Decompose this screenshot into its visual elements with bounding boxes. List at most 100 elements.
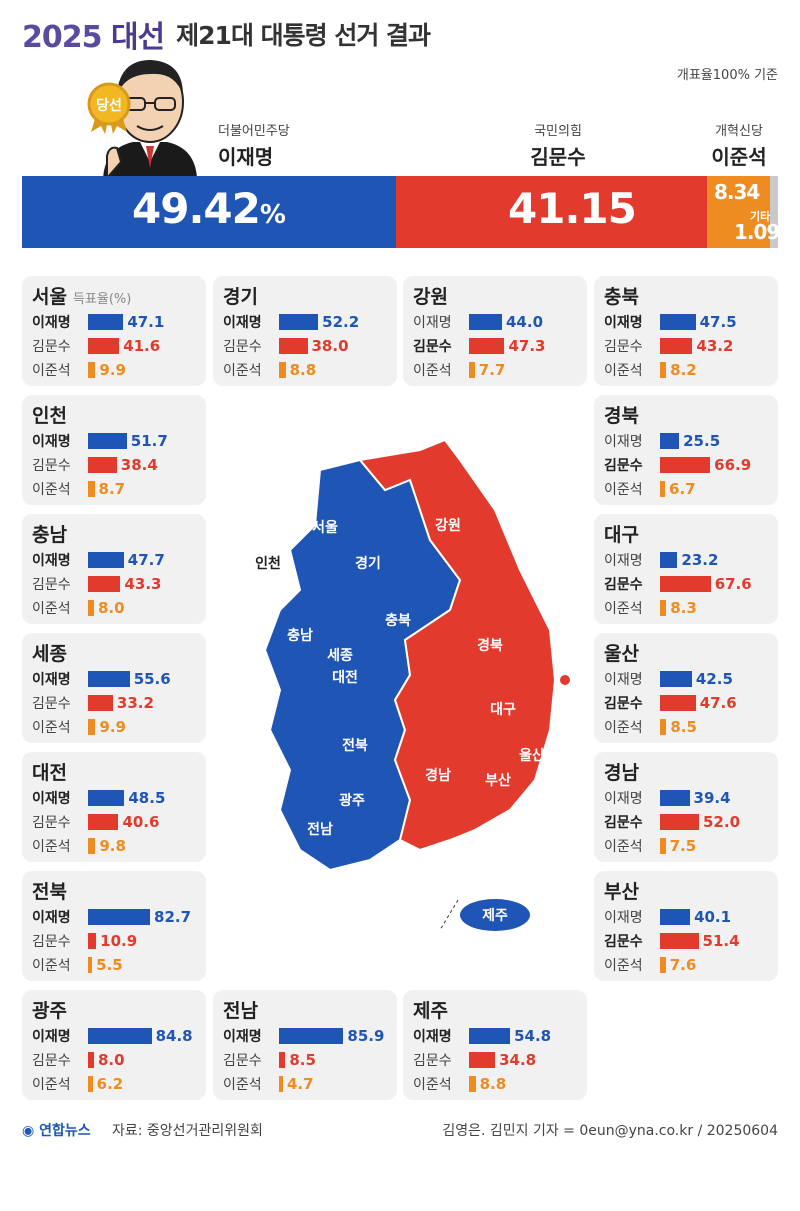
- region-name: 강원: [413, 286, 448, 308]
- region-row: 김문수 34.8: [413, 1048, 577, 1072]
- region-bar: [660, 481, 666, 497]
- candidate-label: 이준석: [604, 601, 643, 617]
- region-value: 8.3: [670, 599, 697, 617]
- region-name: 부산: [604, 881, 639, 903]
- candidate-label: 이재명: [604, 672, 643, 688]
- brand-word: 대선: [110, 20, 165, 55]
- brand-logo: 2025 대선: [22, 12, 165, 56]
- region-name: 경기: [223, 286, 258, 308]
- brand-year: 2025: [22, 20, 102, 55]
- national-label-kim: 41.15: [508, 184, 637, 233]
- candidate-label: 이준석: [32, 363, 71, 379]
- region-value: 51.4: [702, 932, 740, 950]
- region-bar: [469, 338, 505, 354]
- region-bar: [660, 362, 667, 378]
- region-row: 이준석 9.8: [32, 834, 196, 858]
- region-card: 부산 이재명 40.1 김문수 51.4 이준석 7.6: [594, 871, 778, 981]
- region-name: 경북: [604, 405, 639, 427]
- region-value: 8.0: [98, 599, 125, 617]
- candidate-label: 이재명: [604, 910, 643, 926]
- region-bar: [660, 909, 691, 925]
- region-row: 김문수 10.9: [32, 929, 196, 953]
- region-bar: [660, 695, 696, 711]
- region-bar: [660, 933, 699, 949]
- candidate-label: 김문수: [32, 696, 71, 712]
- candidate-label: 이재명: [32, 672, 71, 688]
- region-value: 66.9: [714, 456, 752, 474]
- region-bar: [88, 838, 96, 854]
- region-value: 10.9: [100, 932, 138, 950]
- winner-badge-icon: [87, 82, 131, 134]
- region-value: 47.3: [508, 337, 546, 355]
- candidate-label: 김문수: [604, 696, 643, 712]
- candidate-label: 김문수: [32, 934, 71, 950]
- map-red-region: [358, 438, 557, 852]
- region-bar: [88, 338, 120, 354]
- national-label-lee: 49.42%: [132, 184, 286, 233]
- region-value: 8.5: [289, 1051, 316, 1069]
- region-bar: [660, 719, 667, 735]
- region-card: 강원 이재명 44.0 김문수 47.3 이준석 7.7: [403, 276, 587, 386]
- region-row: 김문수 8.0: [32, 1048, 196, 1072]
- region-bar: [279, 1052, 286, 1068]
- region-value: 38.4: [120, 456, 158, 474]
- map-jeju: [460, 899, 530, 931]
- region-value: 85.9: [347, 1027, 385, 1045]
- region-card: 충남 이재명 47.7 김문수 43.3 이준석 8.0: [22, 514, 206, 624]
- candidate-party: 개혁신당: [715, 124, 763, 139]
- region-value: 47.1: [127, 313, 165, 331]
- footer-logo: ◉ 연합뉴스: [22, 1120, 91, 1140]
- candidate-label: 이준석: [223, 1077, 262, 1093]
- map-label: 대전: [332, 669, 358, 686]
- candidate-label: 김문수: [32, 577, 71, 593]
- candidate-label: 이재명: [32, 434, 71, 450]
- region-bar: [88, 957, 93, 973]
- region-row: 이준석 8.8: [223, 358, 387, 382]
- region-name: 인천: [32, 405, 67, 427]
- region-value: 5.5: [96, 956, 123, 974]
- candidate-label: 이재명: [32, 791, 71, 807]
- region-row: 이재명 82.7: [32, 905, 196, 929]
- region-bar: [660, 957, 666, 973]
- region-row: 이준석 8.3: [604, 596, 768, 620]
- region-name: 대구: [604, 524, 639, 546]
- region-name: 서울 득표율(%): [32, 286, 132, 308]
- region-row: 이준석 7.7: [413, 358, 577, 382]
- region-bar: [660, 600, 667, 616]
- candidate-label: 이준석: [32, 958, 71, 974]
- page-title: 제21대 대통령 선거 결과: [176, 21, 431, 50]
- candidate-label: 김문수: [32, 339, 71, 355]
- region-value: 8.5: [670, 718, 697, 736]
- candidate-label: 이재명: [32, 1029, 71, 1045]
- candidate-label: 이재명: [413, 1029, 452, 1045]
- region-value: 48.5: [128, 789, 166, 807]
- candidate-lee-js: 개혁신당 이준석: [700, 120, 778, 170]
- region-row: 이재명 23.2: [604, 548, 768, 572]
- candidate-label: 김문수: [604, 577, 643, 593]
- region-bar: [660, 790, 690, 806]
- region-value: 8.8: [479, 1075, 507, 1093]
- region-row: 김문수 8.5: [223, 1048, 387, 1072]
- region-row: 이재명 54.8: [413, 1024, 577, 1048]
- region-bar: [88, 933, 97, 949]
- region-row: 이재명 40.1: [604, 905, 768, 929]
- region-value: 47.7: [127, 551, 165, 569]
- map-label: 제주: [482, 908, 508, 924]
- map-label: 충남: [287, 627, 313, 644]
- region-row: 김문수 38.0: [223, 334, 387, 358]
- region-card: 대구 이재명 23.2 김문수 67.6 이준석 8.3: [594, 514, 778, 624]
- region-value: 33.2: [116, 694, 154, 712]
- region-bar: [660, 838, 666, 854]
- candidate-label: 김문수: [32, 815, 71, 831]
- region-bar: [660, 671, 692, 687]
- region-card: 경남 이재명 39.4 김문수 52.0 이준석 7.5: [594, 752, 778, 862]
- candidate-label: 김문수: [604, 815, 643, 831]
- region-row: 이준석 9.9: [32, 715, 196, 739]
- region-bar: [660, 433, 680, 449]
- national-bar-2: [706, 176, 770, 248]
- candidate-label: 이재명: [223, 1029, 262, 1045]
- unit-label: 득표율(%): [72, 292, 132, 307]
- region-row: 김문수 52.0: [604, 810, 768, 834]
- region-value: 51.7: [130, 432, 168, 450]
